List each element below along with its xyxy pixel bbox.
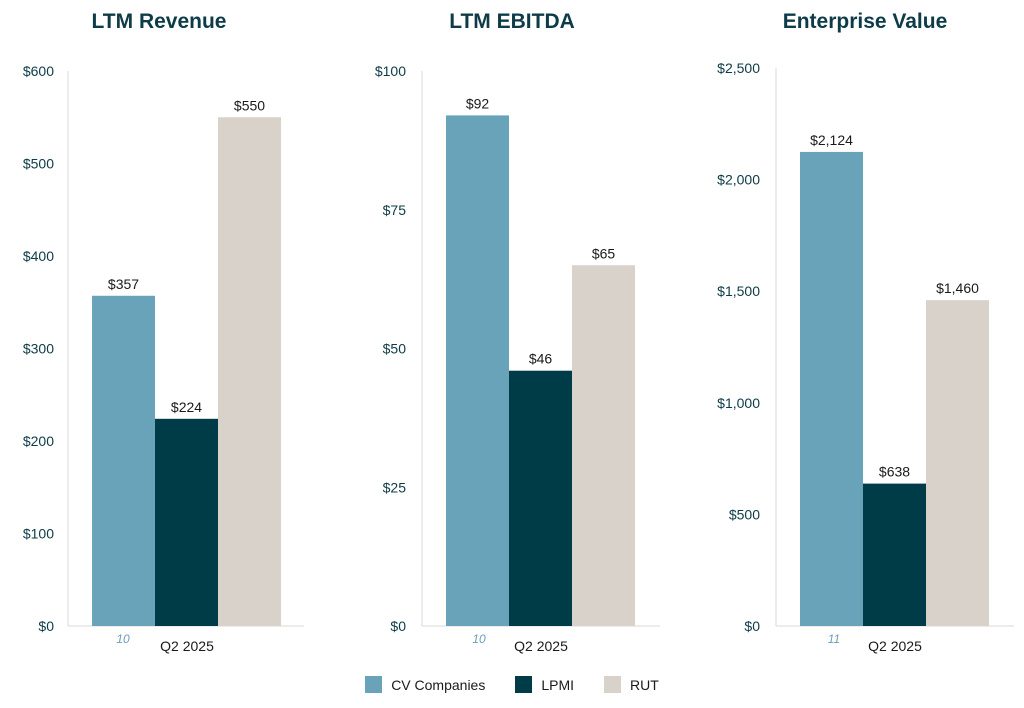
- category-label-enterprise-value: Q2 2025: [868, 638, 922, 654]
- bar-cv-companies-enterprise-value: [800, 151, 863, 626]
- bar-lpmi-ltm-ebitda: [509, 370, 572, 626]
- category-label-ltm-revenue: Q2 2025: [160, 638, 214, 654]
- y-tick-label-enterprise-value: $0: [744, 618, 760, 634]
- bar-cv-companies-ltm-revenue: [92, 295, 155, 626]
- y-tick-label-ltm-revenue: $600: [23, 63, 54, 79]
- bar-rut-ltm-revenue: [218, 117, 281, 626]
- y-tick-label-ltm-revenue: $500: [23, 156, 54, 172]
- y-tick-label-enterprise-value: $2,000: [717, 172, 760, 188]
- legend-item-cv-companies: CV Companies: [365, 676, 485, 693]
- data-label-rut-ltm-ebitda: $65: [592, 245, 616, 261]
- data-label-lpmi-ltm-ebitda: $46: [529, 351, 553, 367]
- legend-label-rut: RUT: [630, 676, 659, 693]
- bar-rut-enterprise-value: [926, 300, 989, 626]
- chart-title-ltm-ebitda: LTM EBITDA: [449, 10, 575, 33]
- y-tick-label-ltm-ebitda: $100: [375, 63, 406, 79]
- y-tick-label-ltm-ebitda: $50: [383, 341, 407, 357]
- y-tick-label-enterprise-value: $2,500: [717, 60, 760, 76]
- legend-item-lpmi: LPMI: [515, 676, 574, 693]
- legend-swatch-cv-companies: [365, 676, 383, 693]
- data-label-cv-companies-enterprise-value: $2,124: [810, 132, 853, 148]
- data-label-cv-companies-ltm-revenue: $357: [108, 276, 139, 292]
- y-tick-label-ltm-revenue: $100: [23, 526, 54, 542]
- y-tick-label-enterprise-value: $1,500: [717, 283, 760, 299]
- y-tick-label-ltm-revenue: $0: [38, 618, 54, 634]
- bar-cv-companies-ltm-ebitda: [446, 115, 509, 627]
- bar-rut-ltm-ebitda: [572, 265, 635, 626]
- y-tick-label-ltm-ebitda: $25: [383, 479, 407, 495]
- chart-title-ltm-revenue: LTM Revenue: [92, 10, 227, 33]
- data-label-lpmi-ltm-revenue: $224: [171, 399, 202, 415]
- data-label-cv-companies-ltm-ebitda: $92: [466, 95, 490, 111]
- legend-label-cv-companies: CV Companies: [391, 676, 486, 693]
- data-label-rut-enterprise-value: $1,460: [936, 280, 979, 296]
- chart-title-enterprise-value: Enterprise Value: [783, 10, 948, 33]
- legend-swatch-rut: [604, 676, 622, 693]
- y-tick-label-ltm-ebitda: $75: [383, 202, 407, 218]
- data-label-lpmi-enterprise-value: $638: [879, 464, 910, 480]
- y-tick-label-ltm-revenue: $200: [23, 433, 54, 449]
- footnote-number-ltm-revenue: 10: [116, 632, 130, 646]
- legend-item-rut: RUT: [604, 676, 659, 693]
- footnote-number-ltm-ebitda: 10: [472, 632, 486, 646]
- y-tick-label-enterprise-value: $500: [729, 506, 760, 522]
- bar-lpmi-ltm-revenue: [155, 418, 218, 626]
- footnote-number-enterprise-value: 11: [828, 632, 840, 646]
- category-label-ltm-ebitda: Q2 2025: [514, 638, 568, 654]
- legend: CV Companies LPMI RUT: [0, 676, 1024, 693]
- y-tick-label-ltm-ebitda: $0: [390, 618, 406, 634]
- y-tick-label-enterprise-value: $1,000: [717, 395, 760, 411]
- legend-swatch-lpmi: [515, 676, 533, 693]
- y-tick-label-ltm-revenue: $300: [23, 341, 54, 357]
- legend-label-lpmi: LPMI: [541, 676, 575, 693]
- y-tick-label-ltm-revenue: $400: [23, 248, 54, 264]
- data-label-rut-ltm-revenue: $550: [234, 97, 265, 113]
- bar-lpmi-enterprise-value: [863, 483, 926, 626]
